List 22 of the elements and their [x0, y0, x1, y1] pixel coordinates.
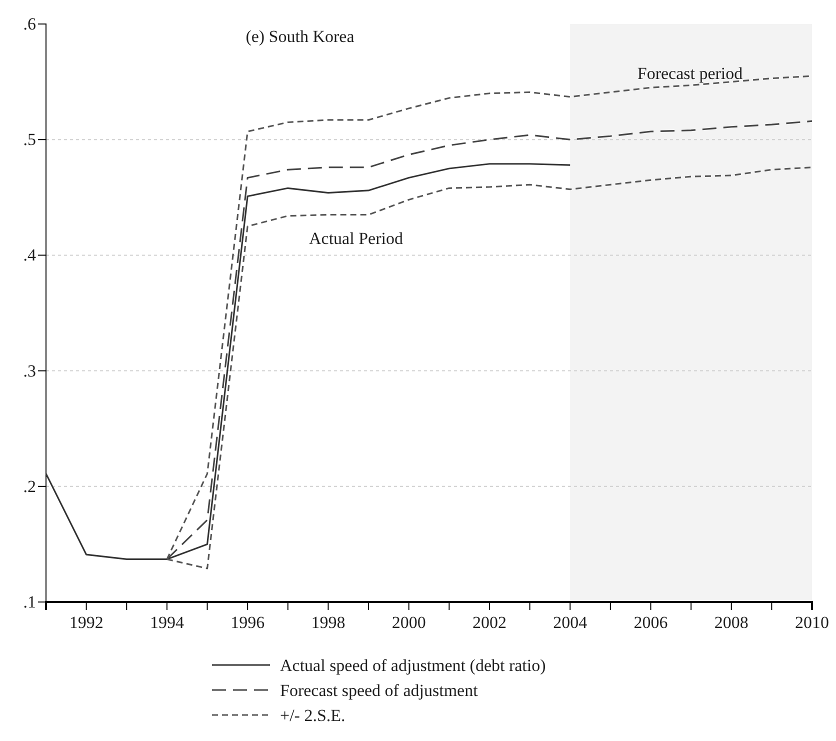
x-tick-label: 2010 [795, 613, 829, 632]
y-tick-label: .2 [23, 476, 36, 496]
y-tick-label: .4 [23, 246, 36, 265]
x-tick-label: 1998 [311, 613, 346, 632]
x-tick-label: 2008 [714, 613, 748, 632]
x-tick-label: 2004 [553, 613, 588, 632]
y-tick-label: .5 [23, 130, 36, 150]
y-tick-label: .3 [23, 361, 36, 380]
x-tick-label: 2002 [472, 613, 506, 632]
x-tick-label: 1996 [230, 613, 265, 632]
legend-label: Actual speed of adjustment (debt ratio) [280, 656, 546, 675]
x-tick-label: 1992 [69, 613, 104, 632]
chart-title: (e) South Korea [246, 27, 355, 46]
annotation: Forecast period [637, 64, 744, 83]
x-tick-label: 1994 [150, 613, 184, 632]
x-tick-label: 2000 [392, 613, 426, 632]
legend-label: +/- 2.S.E. [280, 706, 346, 725]
legend-label: Forecast speed of adjustment [280, 681, 478, 700]
y-tick-label: .6 [23, 14, 36, 34]
y-tick-label: .1 [23, 592, 36, 612]
x-tick-label: 2006 [634, 613, 668, 632]
annotation: Actual Period [309, 229, 404, 248]
